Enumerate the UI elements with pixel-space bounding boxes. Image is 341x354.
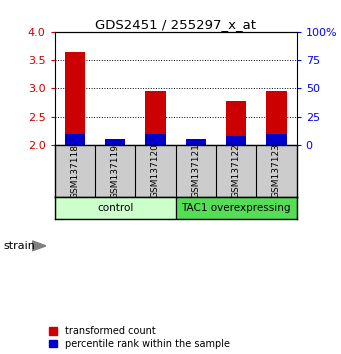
Text: GSM137123: GSM137123 xyxy=(272,144,281,199)
Text: GSM137118: GSM137118 xyxy=(70,144,79,199)
Text: GSM137121: GSM137121 xyxy=(191,144,200,199)
Bar xyxy=(145,91,165,145)
Text: control: control xyxy=(97,204,133,213)
Bar xyxy=(65,133,85,145)
Bar xyxy=(55,197,176,219)
Text: GSM137119: GSM137119 xyxy=(110,144,120,199)
Bar xyxy=(226,101,246,145)
Bar xyxy=(186,139,206,145)
Title: GDS2451 / 255297_x_at: GDS2451 / 255297_x_at xyxy=(95,18,256,31)
Bar xyxy=(266,91,286,145)
Polygon shape xyxy=(32,241,46,251)
Legend: transformed count, percentile rank within the sample: transformed count, percentile rank withi… xyxy=(49,326,230,349)
Bar xyxy=(266,133,286,145)
Bar xyxy=(176,197,297,219)
Bar xyxy=(65,52,85,145)
Bar xyxy=(145,133,165,145)
Text: TAC1 overexpressing: TAC1 overexpressing xyxy=(181,204,291,213)
Text: GSM137122: GSM137122 xyxy=(232,144,241,199)
Bar xyxy=(226,136,246,145)
Text: strain: strain xyxy=(3,241,35,251)
Bar xyxy=(105,139,125,145)
Text: GSM137120: GSM137120 xyxy=(151,144,160,199)
Bar xyxy=(186,140,206,145)
